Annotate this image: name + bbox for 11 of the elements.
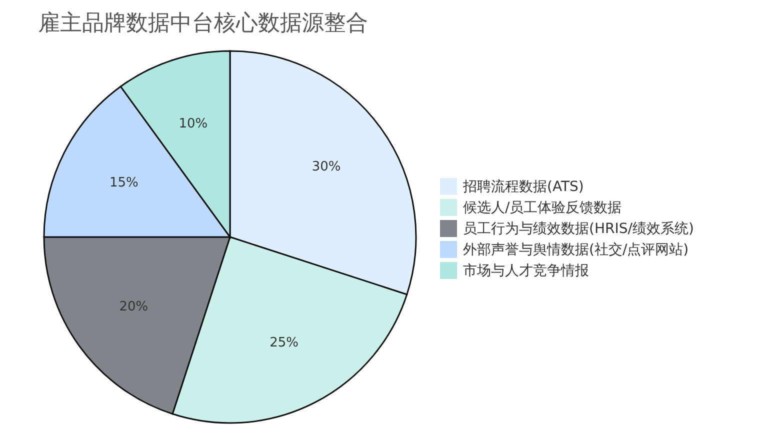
data-label: 30% xyxy=(312,160,341,175)
legend-label: 员工行为与绩效数据(HRIS/绩效系统) xyxy=(463,220,694,238)
chart-title: 雇主品牌数据中台核心数据源整合 xyxy=(38,10,368,38)
legend-label: 外部声誉与舆情数据(社交/点评网站) xyxy=(463,240,689,258)
data-label: 10% xyxy=(178,116,208,132)
data-label: 25% xyxy=(270,336,298,351)
legend-label: 招聘流程数据(ATS) xyxy=(463,178,584,196)
legend-label: 候选人/员工体验反馈数据 xyxy=(463,198,622,216)
data-label: 15% xyxy=(109,175,138,190)
legend-label: 市场与人才竞争情报 xyxy=(463,262,589,280)
data-label: 20% xyxy=(119,299,148,314)
